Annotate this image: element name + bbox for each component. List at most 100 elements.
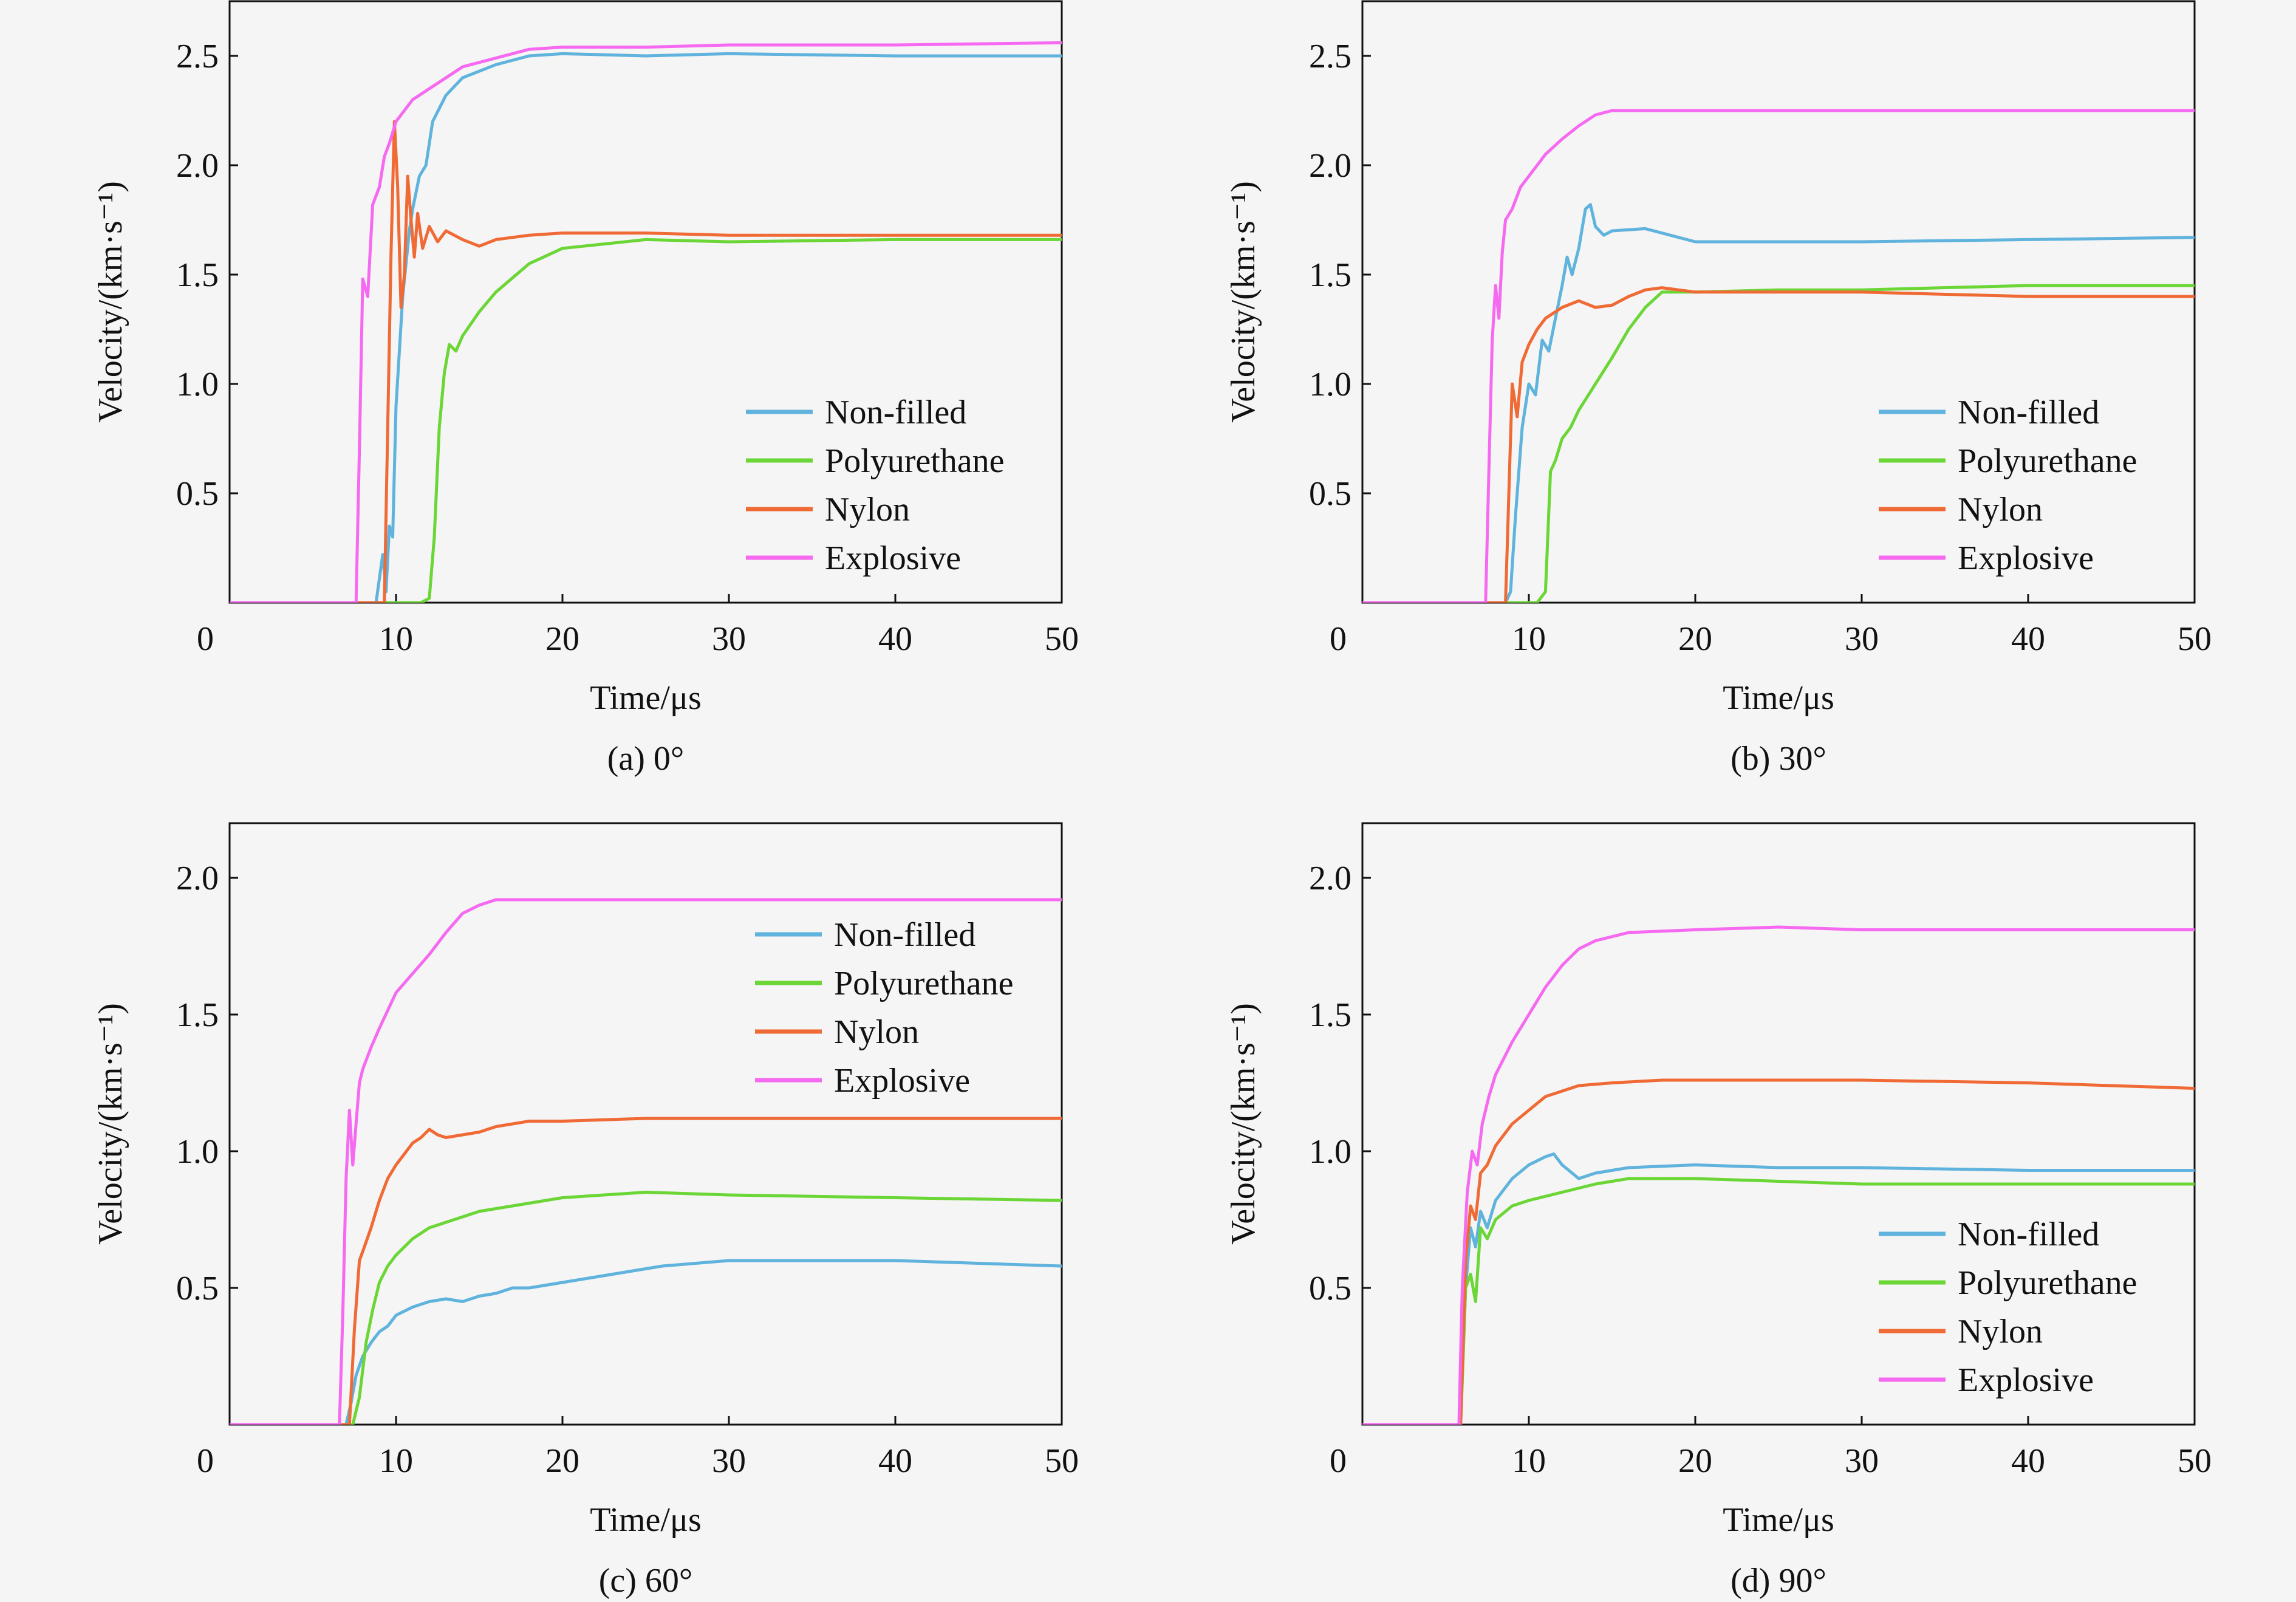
x-axis-label: Time/μs <box>1723 1501 1834 1539</box>
y-tick-label: 2.0 <box>1309 147 1351 185</box>
series-line-polyurethane <box>1362 284 2195 603</box>
legend-label: Explosive <box>834 1062 970 1100</box>
y-tick-label: 2.0 <box>176 147 219 185</box>
x-tick-label: 20 <box>1678 1442 1712 1480</box>
y-tick-label: 1.5 <box>176 996 219 1034</box>
x-tick-label: 40 <box>878 1442 912 1480</box>
legend: Non-filled Polyurethane Nylon Explosive <box>1879 394 2137 577</box>
x-tick-label: 20 <box>545 1442 579 1480</box>
chart-panel-3: 0 10 20 30 40 50 0.5 1.0 1.5 2.0 Time/μs Velocity/(… <box>1225 822 2212 1600</box>
x-tick-label: 50 <box>1045 620 1079 658</box>
x-tick-label: 10 <box>379 1442 413 1480</box>
x-tick-label: 50 <box>2178 620 2212 658</box>
y-tick-label: 1.0 <box>176 366 219 403</box>
x-tick-label: 30 <box>1845 620 1879 658</box>
legend-label: Nylon <box>1958 1313 2043 1350</box>
x-tick-label: 30 <box>712 1442 746 1480</box>
legend-label: Non-filled <box>825 394 966 431</box>
series-line-nylon <box>1362 1078 2195 1425</box>
panel-caption: (c) 60° <box>599 1562 693 1600</box>
legend-label: Polyurethane <box>1958 442 2137 480</box>
x-tick-label: 40 <box>878 620 912 658</box>
series-group <box>1362 109 2195 603</box>
legend-label: Non-filled <box>1958 394 2099 431</box>
y-axis-label: Velocity/(km·s⁻¹) <box>1225 181 1262 423</box>
y-tick-label: 0.5 <box>176 475 219 513</box>
x-tick-label: 10 <box>379 620 413 658</box>
series-line-nylon <box>1362 286 2195 603</box>
legend-label: Nylon <box>834 1013 919 1051</box>
plot-frame <box>1361 822 2196 1426</box>
chart-panel-0: 0 10 20 30 40 50 0.5 1.0 1.5 2.0 2.5 Time/μs Velocit… <box>92 0 1079 778</box>
legend: Non-filled Polyurethane Nylon Explosive <box>755 916 1013 1100</box>
legend-label: Explosive <box>1958 1361 2094 1399</box>
plot-frame <box>228 0 1063 604</box>
series-line-explosive <box>1362 109 2195 603</box>
y-axis-label: Velocity/(km·s⁻¹) <box>1225 1003 1262 1245</box>
y-tick-label: 1.0 <box>176 1133 219 1171</box>
x-tick-label: 0 <box>197 620 214 658</box>
y-axis-label: Velocity/(km·s⁻¹) <box>92 181 129 423</box>
x-tick-label: 30 <box>712 620 746 658</box>
legend-label: Nylon <box>1958 491 2043 529</box>
y-tick-label: 1.5 <box>176 256 219 294</box>
legend-label: Polyurethane <box>1958 1264 2137 1302</box>
panel-caption: (a) 0° <box>607 740 685 778</box>
series-line-nylon <box>230 1117 1062 1425</box>
x-axis-label: Time/μs <box>590 679 702 717</box>
y-tick-label: 1.5 <box>1309 996 1351 1034</box>
x-tick-label: 30 <box>1845 1442 1879 1480</box>
legend-label: Nylon <box>825 491 910 529</box>
legend: Non-filled Polyurethane Nylon Explosive <box>1879 1216 2137 1399</box>
series-line-explosive <box>230 898 1062 1425</box>
x-axis-label: Time/μs <box>1723 679 1834 717</box>
series-line-non-filled <box>230 52 1062 603</box>
series-line-explosive <box>230 41 1062 603</box>
series-line-nylon <box>230 120 1062 603</box>
x-tick-label: 40 <box>2011 1442 2045 1480</box>
x-axis-label: Time/μs <box>590 1501 702 1539</box>
legend-label: Non-filled <box>834 916 975 954</box>
y-tick-label: 1.0 <box>1309 1133 1351 1171</box>
y-tick-label: 2.0 <box>176 860 219 897</box>
legend-label: Polyurethane <box>834 965 1013 1002</box>
y-tick-label: 2.0 <box>1309 860 1351 897</box>
series-group <box>230 898 1062 1425</box>
x-tick-label: 0 <box>1330 620 1347 658</box>
panel-caption: (b) 30° <box>1731 740 1826 778</box>
x-tick-label: 10 <box>1512 1442 1546 1480</box>
x-tick-label: 0 <box>197 1442 214 1480</box>
x-tick-label: 20 <box>545 620 579 658</box>
legend-label: Polyurethane <box>825 442 1004 480</box>
series-group <box>230 41 1062 603</box>
series-line-polyurethane <box>1362 1177 2195 1425</box>
x-tick-label: 50 <box>1045 1442 1079 1480</box>
y-tick-label: 1.5 <box>1309 256 1351 294</box>
legend-label: Non-filled <box>1958 1216 2099 1253</box>
panel-caption: (d) 90° <box>1731 1562 1826 1600</box>
series-group <box>1362 925 2195 1425</box>
chart-panel-1: 0 10 20 30 40 50 0.5 1.0 1.5 2.0 2.5 Time/μs Velocit… <box>1225 0 2212 778</box>
legend-label: Explosive <box>1958 539 2094 577</box>
y-tick-label: 0.5 <box>1309 475 1351 513</box>
series-line-polyurethane <box>230 1191 1062 1425</box>
legend: Non-filled Polyurethane Nylon Explosive <box>746 394 1004 577</box>
x-tick-label: 40 <box>2011 620 2045 658</box>
y-tick-label: 0.5 <box>1309 1270 1351 1307</box>
series-line-non-filled <box>1362 1152 2195 1425</box>
y-tick-label: 0.5 <box>176 1270 219 1307</box>
x-tick-label: 0 <box>1330 1442 1347 1480</box>
legend-label: Explosive <box>825 539 961 577</box>
x-tick-label: 10 <box>1512 620 1546 658</box>
series-line-non-filled <box>1362 203 2195 603</box>
y-axis-label: Velocity/(km·s⁻¹) <box>92 1003 129 1245</box>
chart-panel-2: 0 10 20 30 40 50 0.5 1.0 1.5 2.0 Time/μs Velocity/(… <box>92 822 1079 1600</box>
series-line-explosive <box>1362 925 2195 1425</box>
y-tick-label: 2.5 <box>1309 38 1351 75</box>
y-tick-label: 2.5 <box>176 38 219 75</box>
x-tick-label: 20 <box>1678 620 1712 658</box>
series-line-polyurethane <box>230 238 1062 603</box>
y-tick-label: 1.0 <box>1309 366 1351 403</box>
x-tick-label: 50 <box>2178 1442 2212 1480</box>
